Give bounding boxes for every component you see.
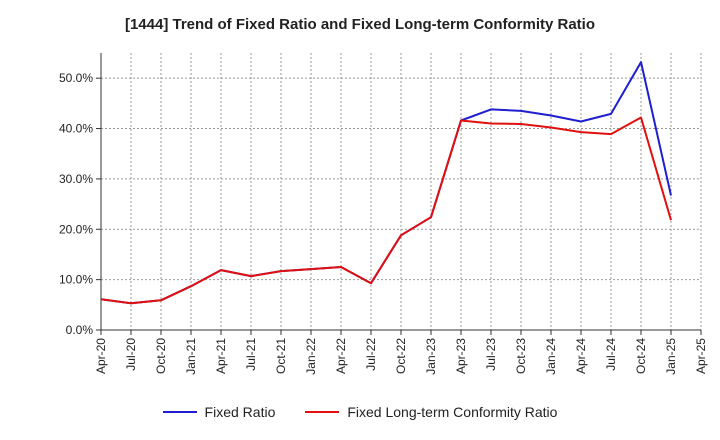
- x-tick-label-2: Oct-20: [154, 338, 168, 374]
- chart-title: [1444] Trend of Fixed Ratio and Fixed Lo…: [124, 16, 596, 33]
- legend-swatch-fixed-long-term-conformity-ratio: [305, 411, 340, 413]
- x-tick-label-20: Apr-25: [694, 338, 708, 374]
- x-tick-label-16: Apr-24: [574, 338, 588, 374]
- x-tick-label-14: Oct-23: [514, 338, 528, 374]
- y-tick-label-3: 30.0%: [59, 172, 93, 186]
- y-tick-label-2: 20.0%: [59, 222, 93, 236]
- legend-item-fixed-ratio: Fixed Ratio: [162, 404, 276, 420]
- x-tick-label-11: Jan-23: [424, 338, 438, 375]
- x-tick-label-15: Jan-24: [544, 338, 558, 375]
- series-line-0: [100, 61, 672, 305]
- x-tick-label-4: Apr-21: [214, 338, 228, 374]
- x-tick-label-13: Jul-23: [484, 338, 498, 371]
- series-layer: [100, 61, 672, 305]
- x-tick-label-9: Jul-22: [364, 338, 378, 371]
- y-tick-label-0: 0.0%: [66, 323, 94, 337]
- x-tick-label-5: Jul-21: [244, 338, 258, 371]
- x-tick-label-6: Oct-21: [274, 338, 288, 374]
- grid-layer: [100, 53, 702, 331]
- x-tick-label-3: Jan-21: [184, 338, 198, 375]
- x-tick-label-1: Jul-20: [124, 338, 138, 371]
- x-tick-label-19: Jan-25: [664, 338, 678, 375]
- y-tick-label-4: 40.0%: [59, 122, 93, 136]
- y-tick-label-5: 50.0%: [59, 71, 93, 85]
- x-tick-label-10: Oct-22: [394, 338, 408, 374]
- y-tick-label-1: 10.0%: [59, 273, 93, 287]
- x-tick-label-18: Oct-24: [634, 338, 648, 374]
- legend-item-fixed-long-term-conformity-ratio: Fixed Long-term Conformity Ratio: [305, 404, 557, 420]
- x-tick-label-12: Apr-23: [454, 338, 468, 374]
- x-tick-label-7: Jan-22: [304, 338, 318, 375]
- series-line-1: [100, 116, 672, 305]
- legend: Fixed Ratio Fixed Long-term Conformity R…: [0, 404, 720, 420]
- legend-label-fixed-ratio: Fixed Ratio: [204, 404, 276, 420]
- x-tick-label-8: Apr-22: [334, 338, 348, 374]
- legend-swatch-fixed-ratio: [162, 411, 197, 413]
- x-tick-label-0: Apr-20: [94, 338, 108, 374]
- axis-layer: 0.0% 10.0% 20.0% 30.0% 40.0% 50.0% Apr-20 Jul-2…: [59, 53, 708, 375]
- legend-label-fixed-long-term-conformity-ratio: Fixed Long-term Conformity Ratio: [347, 404, 558, 420]
- x-tick-label-17: Jul-24: [604, 338, 618, 371]
